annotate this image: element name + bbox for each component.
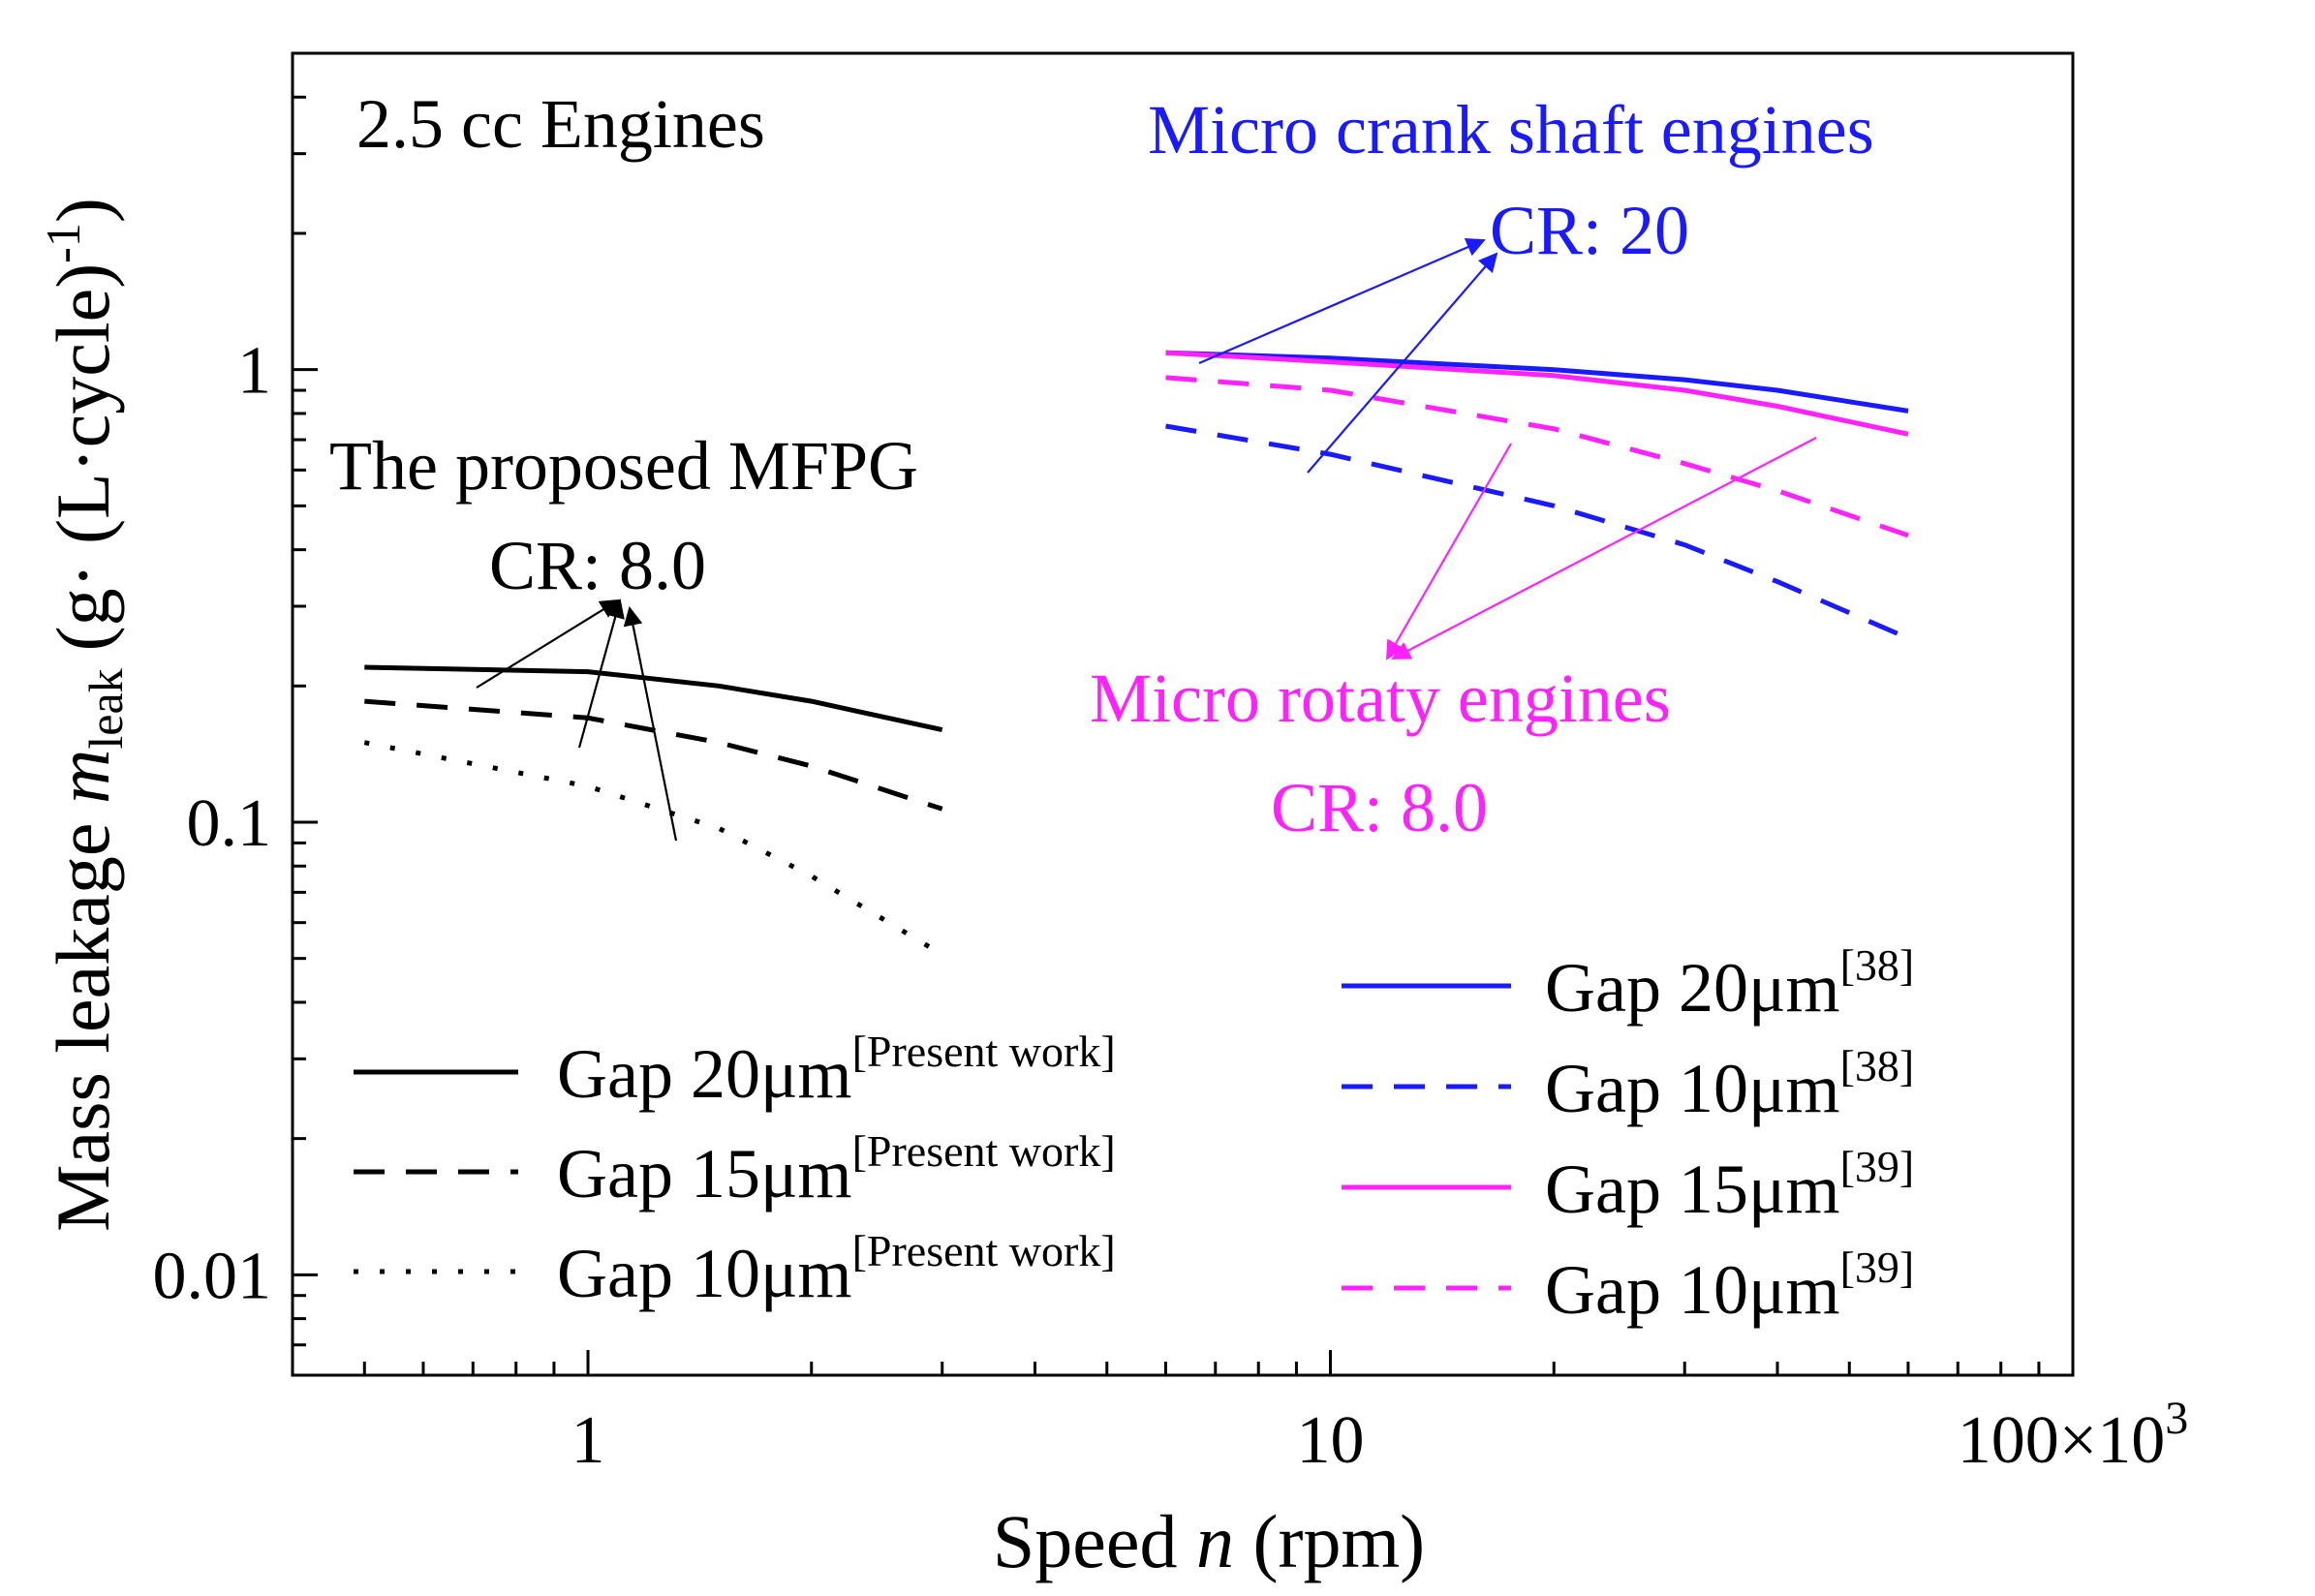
- series-line-2: [363, 740, 943, 957]
- annotation-engine-size: 2.5 cc Engines: [356, 85, 765, 163]
- tick-labels: 1 10 100×103 0.01 0.1 1: [153, 334, 2189, 1478]
- legend-label-3: Gap 20μm[38]: [1545, 940, 1914, 1027]
- legend-left: Gap 20μm[Present work] Gap 15μm[Present …: [354, 1027, 1116, 1312]
- series-line-1: [364, 698, 943, 812]
- arrow-rotary-1: [1386, 443, 1512, 660]
- arrow-mfpg-1: [476, 598, 620, 689]
- legend-label-5: Gap 15μm[39]: [1545, 1142, 1914, 1228]
- series-line-4: [1165, 423, 1909, 641]
- arrow-rotary-2: [1391, 437, 1817, 660]
- y-tick-label-0: 0.01: [153, 1239, 272, 1313]
- arrow-crank-1: [1198, 237, 1486, 365]
- x-tick-label-1: 10: [1297, 1403, 1365, 1478]
- legend-label-2: Gap 10μm[Present work]: [557, 1226, 1116, 1312]
- arrow-mfpg-2: [577, 598, 625, 749]
- x-tick-label-0: 1: [571, 1403, 605, 1478]
- annotation-crank-cr: CR: 20: [1490, 192, 1689, 269]
- plot-frame: [291, 51, 2075, 1377]
- y-tick-label-1: 0.1: [187, 786, 272, 861]
- annotation-rotary-cr: CR: 8.0: [1271, 769, 1488, 846]
- arrow-mfpg-3: [623, 606, 678, 842]
- annotation-mfpg-title: The proposed MFPG: [329, 427, 918, 505]
- annotation-rotary-title: Micro rotaty engines: [1090, 660, 1671, 737]
- series-line-5: [1165, 350, 1909, 437]
- y-axis-title: Mass leakage mleak(g· (L·cycle)-1): [36, 198, 133, 1232]
- legend-label-6: Gap 10μm[39]: [1545, 1243, 1914, 1329]
- annotation-arrows: [476, 237, 1817, 842]
- annotation-mfpg-cr: CR: 8.0: [489, 527, 706, 604]
- legend-label-1: Gap 15μm[Present work]: [557, 1126, 1116, 1212]
- x-tick-label-2: 100×103: [1958, 1393, 2188, 1478]
- x-axis-title: Speed n (rpm): [993, 1499, 1425, 1583]
- series-line-0: [364, 664, 943, 733]
- legend-label-0: Gap 20μm[Present work]: [557, 1027, 1116, 1113]
- arrow-crank-2: [1307, 252, 1498, 474]
- series-layer: [363, 350, 1909, 957]
- legend-label-4: Gap 10μm[38]: [1545, 1041, 1914, 1127]
- legend-right: Gap 20μm[38] Gap 10μm[38] Gap 15μm[39] G…: [1342, 940, 1914, 1329]
- y-tick-label-2: 1: [237, 334, 271, 409]
- series-line-6: [1165, 375, 1909, 538]
- series-line-3: [1165, 350, 1909, 414]
- annotation-crank-title: Micro crank shaft engines: [1148, 91, 1874, 169]
- ticks: [291, 51, 2075, 1377]
